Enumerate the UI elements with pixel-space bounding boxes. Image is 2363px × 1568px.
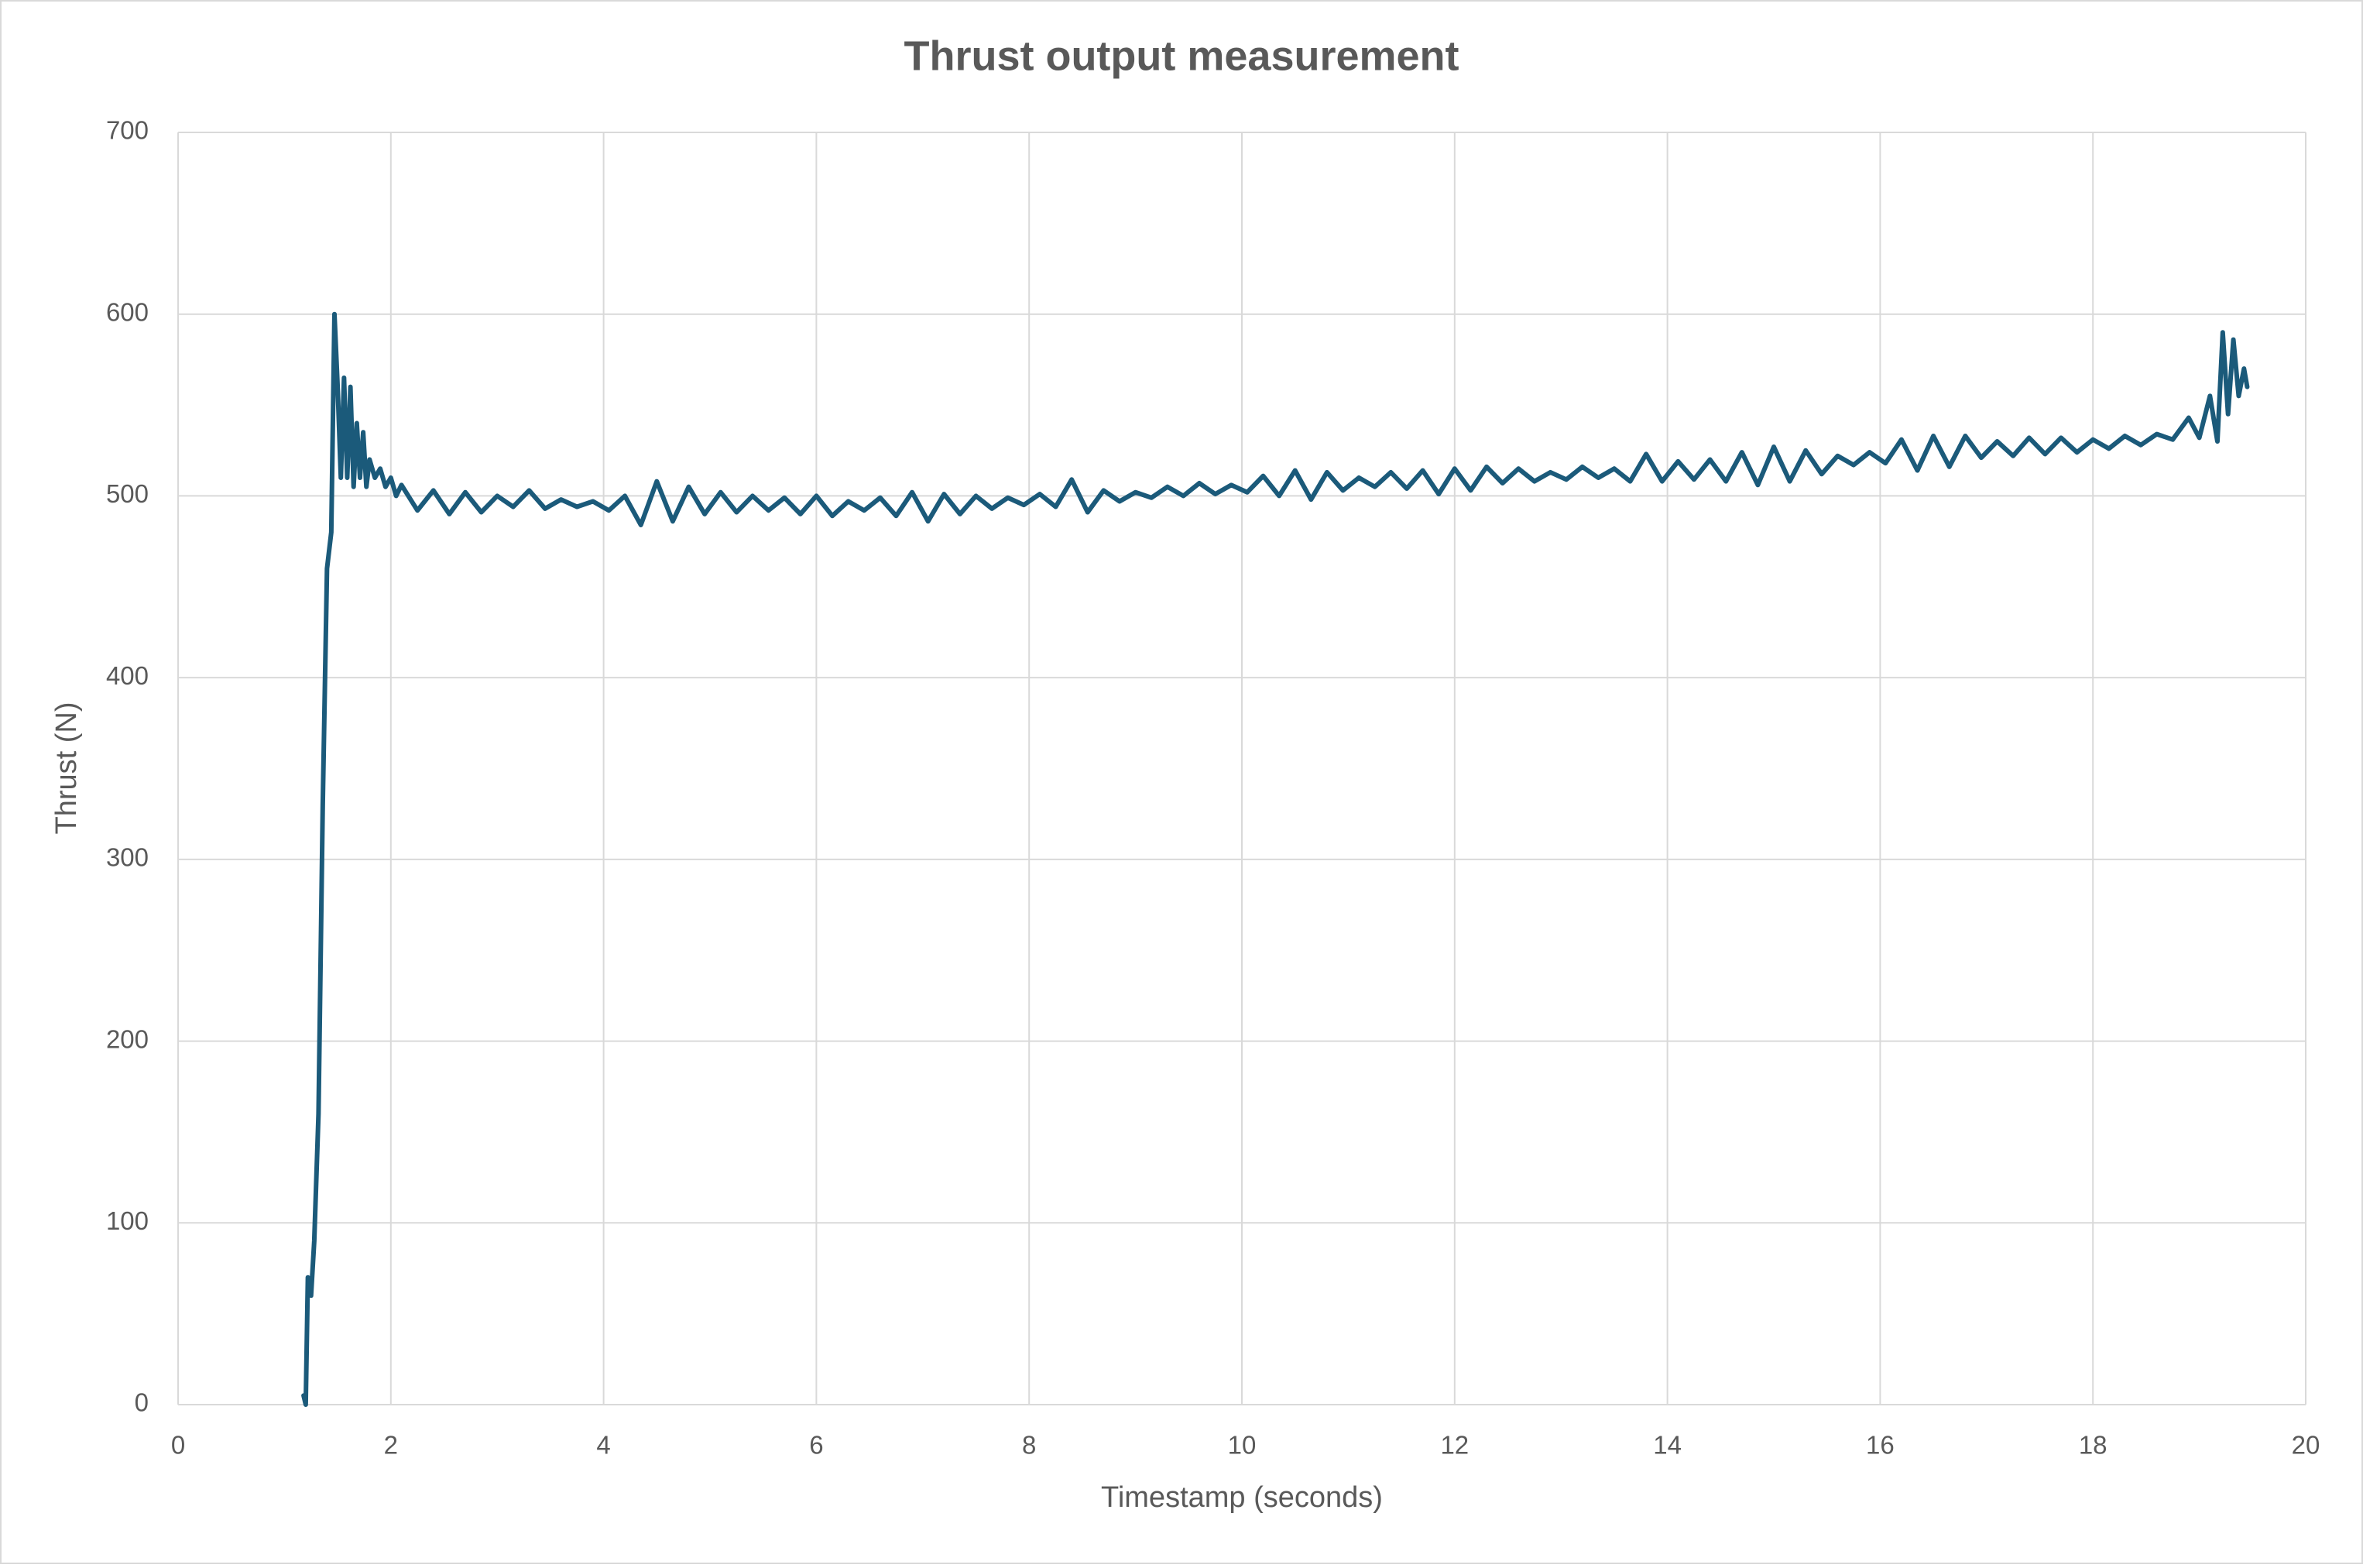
x-tick-label: 10 bbox=[1228, 1431, 1257, 1460]
x-tick-label: 6 bbox=[809, 1431, 823, 1460]
chart-title: Thrust output measurement bbox=[904, 33, 1459, 79]
y-axis-label: Thrust (N) bbox=[50, 702, 83, 835]
y-tick-label: 700 bbox=[106, 116, 149, 145]
x-tick-label: 14 bbox=[1653, 1431, 1682, 1460]
y-tick-label: 500 bbox=[106, 479, 149, 508]
x-tick-label: 16 bbox=[1866, 1431, 1895, 1460]
x-tick-label: 8 bbox=[1022, 1431, 1036, 1460]
series-line bbox=[301, 311, 2250, 1407]
x-tick-label: 4 bbox=[596, 1431, 610, 1460]
y-tick-label: 600 bbox=[106, 297, 149, 326]
y-tick-label: 0 bbox=[135, 1388, 149, 1417]
x-tick-label: 20 bbox=[2292, 1431, 2320, 1460]
x-axis-label: Timestamp (seconds) bbox=[1101, 1481, 1383, 1514]
y-tick-label: 300 bbox=[106, 843, 149, 872]
x-tick-label: 2 bbox=[384, 1431, 398, 1460]
x-tick-label: 0 bbox=[171, 1431, 185, 1460]
x-tick-label: 12 bbox=[1440, 1431, 1469, 1460]
y-tick-label: 400 bbox=[106, 661, 149, 690]
y-tick-label: 200 bbox=[106, 1024, 149, 1053]
x-tick-label: 18 bbox=[2079, 1431, 2107, 1460]
y-tick-label: 100 bbox=[106, 1206, 149, 1235]
